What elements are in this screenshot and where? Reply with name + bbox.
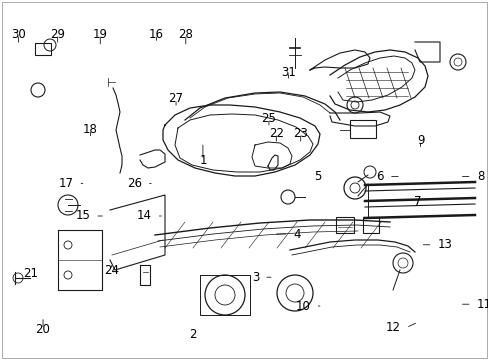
Text: 1: 1 xyxy=(199,154,206,167)
Text: 19: 19 xyxy=(93,28,107,41)
Text: 22: 22 xyxy=(268,127,283,140)
Text: 20: 20 xyxy=(36,323,50,336)
Text: 10: 10 xyxy=(295,300,310,312)
Text: 12: 12 xyxy=(385,321,400,334)
Text: 25: 25 xyxy=(261,112,276,125)
Text: 3: 3 xyxy=(251,271,259,284)
Text: 5: 5 xyxy=(313,170,321,183)
Text: 16: 16 xyxy=(149,28,163,41)
Text: 26: 26 xyxy=(126,177,142,190)
Text: 27: 27 xyxy=(168,93,183,105)
Text: 29: 29 xyxy=(50,28,65,41)
Text: 7: 7 xyxy=(413,195,421,208)
Text: 4: 4 xyxy=(293,228,300,240)
Text: 28: 28 xyxy=(178,28,193,41)
Text: 11: 11 xyxy=(476,298,488,311)
Text: 6: 6 xyxy=(376,170,383,183)
FancyBboxPatch shape xyxy=(35,43,51,55)
Text: 23: 23 xyxy=(293,127,307,140)
Text: 8: 8 xyxy=(476,170,483,183)
Text: 30: 30 xyxy=(11,28,26,41)
FancyBboxPatch shape xyxy=(362,217,378,233)
FancyBboxPatch shape xyxy=(349,120,375,138)
Text: 15: 15 xyxy=(76,210,90,222)
Text: 24: 24 xyxy=(104,264,119,276)
Text: 17: 17 xyxy=(58,177,73,190)
Text: 18: 18 xyxy=(83,123,98,136)
Text: 13: 13 xyxy=(437,238,451,251)
Text: 9: 9 xyxy=(416,134,424,147)
FancyBboxPatch shape xyxy=(335,217,353,233)
Text: 2: 2 xyxy=(189,328,197,341)
Text: 14: 14 xyxy=(136,210,151,222)
Text: 21: 21 xyxy=(23,267,38,280)
Text: 31: 31 xyxy=(281,66,295,78)
